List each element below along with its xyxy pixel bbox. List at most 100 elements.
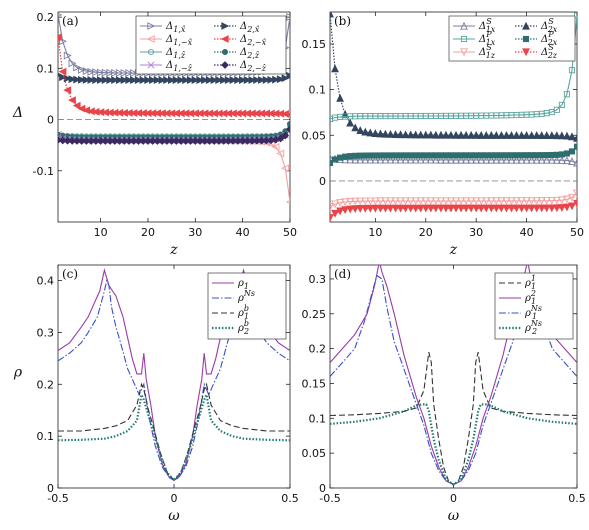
marker — [492, 155, 501, 164]
x-tick-label: -0.5 — [319, 492, 340, 505]
y-axis-label: Δ — [12, 105, 23, 121]
marker — [377, 152, 384, 159]
marker — [568, 132, 576, 141]
marker — [346, 118, 355, 127]
marker — [366, 197, 375, 206]
marker — [552, 155, 561, 164]
marker — [421, 130, 430, 139]
marker — [472, 130, 481, 139]
y-tick-label: 0 — [319, 482, 326, 495]
marker — [411, 197, 420, 206]
marker — [518, 152, 525, 159]
x-axis-label: ω — [448, 508, 460, 524]
marker — [416, 197, 425, 206]
marker — [573, 12, 577, 19]
x-tick-label: 10 — [94, 226, 108, 239]
marker — [472, 155, 481, 164]
marker — [372, 152, 379, 159]
marker — [573, 189, 577, 198]
marker — [568, 202, 576, 211]
marker — [336, 207, 345, 216]
marker — [331, 156, 339, 163]
marker — [371, 204, 380, 213]
marker — [477, 155, 486, 164]
marker — [542, 204, 551, 213]
series-markers-2 — [330, 12, 577, 122]
marker — [436, 130, 445, 139]
marker — [367, 152, 374, 159]
marker — [553, 106, 560, 113]
marker — [558, 101, 565, 108]
marker — [522, 35, 530, 43]
x-tick-label: 10 — [368, 226, 382, 239]
marker — [115, 76, 124, 85]
marker — [507, 204, 516, 213]
marker — [68, 75, 77, 84]
marker — [532, 155, 541, 164]
marker — [527, 197, 536, 206]
marker — [346, 155, 355, 164]
marker — [153, 76, 162, 85]
panel-b: 10 20 30 40 50 0 0.05 0.1 0.15 z (b) ΔS 1x ΔS 2x ΔP 1x ΔP… — [302, 11, 584, 258]
marker — [286, 71, 290, 80]
legend-label: Δ2,x̂ — [239, 21, 260, 34]
marker — [146, 35, 155, 43]
y-tick-label: 0 — [47, 114, 54, 127]
marker — [477, 197, 486, 206]
marker — [568, 193, 576, 202]
marker — [421, 197, 430, 206]
marker — [467, 130, 476, 139]
series-markers-5 — [330, 199, 577, 222]
marker — [447, 155, 455, 164]
legend-label: ρNs 1 — [524, 304, 542, 321]
marker — [457, 197, 465, 206]
marker — [522, 48, 530, 57]
legend-label: ρ1 — [237, 278, 249, 291]
legend-label: Δ2,ẑ — [239, 47, 260, 60]
panel-label: (b) — [334, 14, 351, 28]
marker — [68, 59, 77, 68]
marker — [401, 155, 410, 164]
marker — [478, 152, 485, 159]
marker — [376, 197, 385, 206]
marker — [568, 157, 576, 165]
marker — [191, 76, 200, 85]
x-tick-label: 30 — [188, 226, 202, 239]
marker — [351, 155, 360, 164]
marker — [447, 130, 455, 139]
marker — [130, 69, 138, 78]
marker — [356, 126, 365, 134]
legend-label: Δ1,ẑ — [165, 47, 186, 60]
series-markers-7 — [58, 125, 290, 145]
marker — [497, 204, 506, 213]
marker — [371, 197, 380, 206]
legend-label: ΔS 1x — [478, 17, 496, 34]
series-markers-4 — [330, 189, 577, 211]
marker — [457, 130, 465, 139]
marker — [182, 76, 191, 85]
marker — [149, 76, 157, 85]
marker — [330, 203, 334, 211]
marker — [416, 204, 425, 213]
marker — [361, 155, 370, 164]
marker — [106, 68, 115, 77]
marker — [144, 76, 153, 85]
marker — [111, 68, 120, 77]
marker — [58, 67, 67, 76]
marker — [331, 64, 339, 73]
legend-label: ρb 1 — [237, 304, 249, 321]
x-tick-label: 0 — [171, 492, 178, 505]
marker — [281, 74, 290, 83]
y-tick-label: 0 — [47, 482, 54, 495]
marker — [532, 197, 541, 206]
marker — [573, 158, 577, 167]
marker — [467, 155, 476, 164]
marker — [542, 197, 551, 205]
marker — [87, 67, 96, 76]
x-tick-label: 30 — [469, 226, 483, 239]
marker — [492, 204, 501, 213]
y-tick-label: -0.1 — [33, 165, 54, 178]
marker — [426, 155, 435, 164]
marker — [483, 152, 490, 159]
marker — [462, 155, 471, 164]
